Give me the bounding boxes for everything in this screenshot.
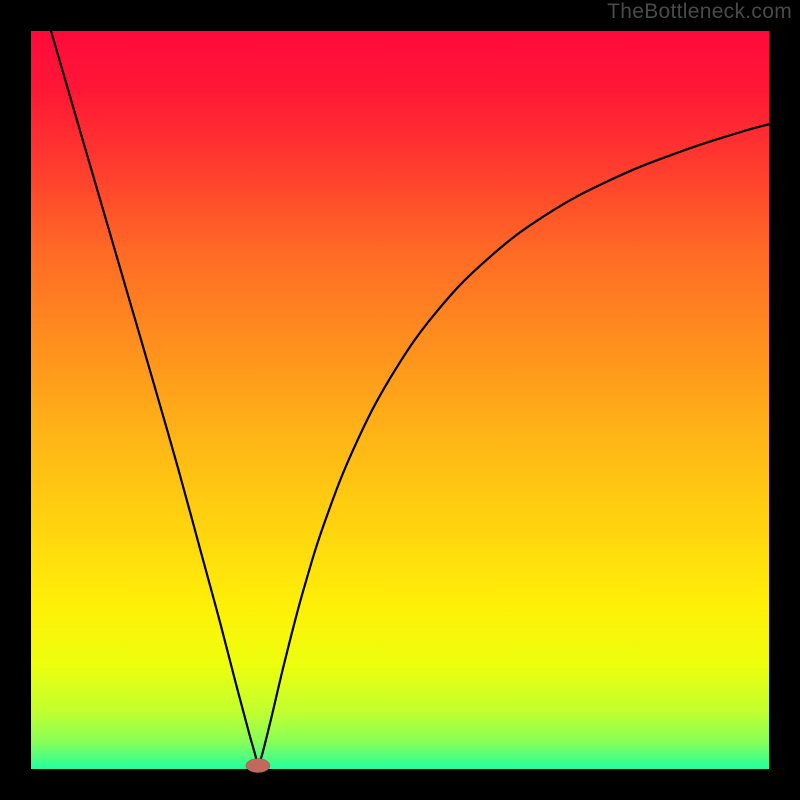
watermark-text: TheBottleneck.com — [607, 0, 792, 24]
chart-container: TheBottleneck.com — [0, 0, 800, 800]
optimal-point-marker — [246, 759, 270, 773]
plot-background — [30, 30, 770, 770]
bottleneck-chart — [0, 0, 800, 800]
plot-area — [30, 30, 770, 773]
